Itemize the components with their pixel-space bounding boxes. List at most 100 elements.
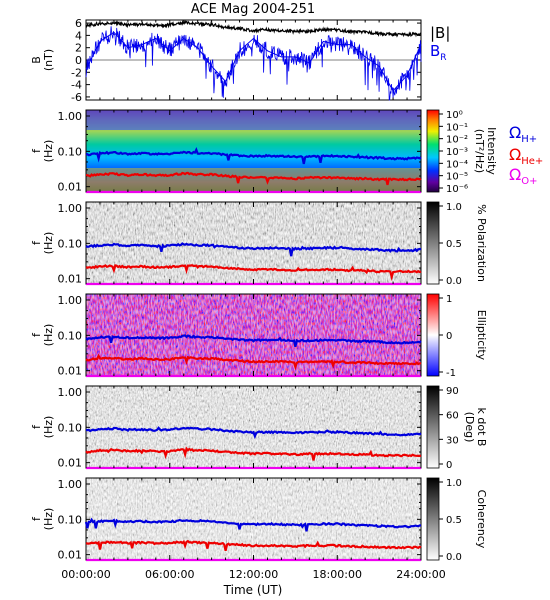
coherency-colorbar-tick-label: 1.0 <box>446 478 462 489</box>
kdotb-colorbar-tick-label: 60 <box>446 411 459 422</box>
kdotb-y-tick-label: 0.01 <box>58 457 83 470</box>
kdotb-y-tick-label: 1.00 <box>58 386 83 399</box>
intensity-y-tick-label: 0.10 <box>58 145 83 158</box>
intensity-colorbar-tick-label: 10⁰ <box>446 110 463 121</box>
gyro-line-h-plus <box>85 242 422 257</box>
legend-h-plus-label: Ω <box>509 123 521 142</box>
coherency-y-tick-label: 1.00 <box>58 478 83 491</box>
intensity-y-tick-label: 1.00 <box>58 110 83 123</box>
field-y-tick-label: 6 <box>75 17 82 30</box>
intensity-colorbar-tick-label: 10⁻⁵ <box>446 172 468 183</box>
field-y-tick-label: 0 <box>75 54 82 67</box>
gyro-line-he-plus <box>85 446 422 461</box>
ellipticity-ylabel-unit: (Hz) <box>42 324 55 347</box>
polarization-colorbar-tick-label: 0.0 <box>446 276 462 287</box>
legend-o-plus: ΩO+ <box>509 165 537 187</box>
ellipticity-colorbar <box>426 293 440 377</box>
coherency-colorbar <box>426 477 440 561</box>
field-y-tick-label: -4 <box>71 79 82 92</box>
kdotb-colorbar <box>426 385 440 469</box>
polarization-colorbar-tick-label: 1.0 <box>446 202 462 213</box>
legend-h-plus: ΩH+ <box>509 123 537 145</box>
intensity-colorbar-tick-label: 10⁻³ <box>446 147 468 158</box>
field-ylabel: B(nT) <box>30 49 55 71</box>
intensity-colorbar-label: Intensity(nT²/Hz) <box>473 127 498 175</box>
coherency-panel: Coherency <box>85 477 488 561</box>
polarization-ylabel-unit: (Hz) <box>42 232 55 255</box>
intensity-colorbar-tick-label: 10⁻¹ <box>446 122 468 133</box>
intensity-colorbar <box>426 109 440 193</box>
legend-magnitude: |B| <box>430 24 450 42</box>
intensity-colorbar-tick-label: 10⁻² <box>446 135 468 146</box>
x-tick-label: 24:00:00 <box>396 568 445 581</box>
legend-radial-subscript: R <box>440 53 446 63</box>
legend-o-plus-label: Ω <box>509 165 521 184</box>
coherency-ylabel-variable: f <box>30 516 43 521</box>
kdotb-spectrogram <box>86 386 421 468</box>
intensity-ylabel-unit: (Hz) <box>42 140 55 163</box>
polarization-ylabel: f(Hz) <box>30 232 55 255</box>
figure-title: ACE Mag 2004-251 <box>191 2 315 17</box>
kdotb-ylabel: f(Hz) <box>30 416 55 439</box>
intensity-colorbar-tick-label: 10⁻⁶ <box>446 184 468 195</box>
series-line-magnitude <box>85 19 422 38</box>
ellipticity-colorbar-label: Ellipticity <box>475 310 488 361</box>
kdotb-ylabel-unit: (Hz) <box>42 416 55 439</box>
field-y-tick-label: -6 <box>71 91 82 104</box>
polarization-colorbar-label: % Polarization <box>475 204 488 282</box>
gyro-line-he-plus <box>86 171 422 186</box>
coherency-colorbar-label: Coherency <box>475 490 488 549</box>
x-tick-label: 12:00:00 <box>229 568 278 581</box>
x-tick-label: 06:00:00 <box>145 568 194 581</box>
field-y-tick-label: 2 <box>75 42 82 55</box>
gyro-line-h-plus <box>85 334 422 347</box>
intensity-ylabel: f(Hz) <box>30 140 55 163</box>
gyro-line-h-plus <box>84 517 422 532</box>
polarization-colorbar-tick-label: 0.5 <box>446 239 462 250</box>
ellipticity-colorbar-tick-label: 1 <box>446 294 452 305</box>
legend-he-plus-subscript: He+ <box>521 156 543 167</box>
polarization-y-tick-label: 0.01 <box>58 273 83 286</box>
polarization-colorbar <box>426 201 440 285</box>
legend-radial-label: B <box>430 42 440 60</box>
legend-he-plus-label: Ω <box>509 145 521 164</box>
polarization-y-tick-label: 1.00 <box>58 202 83 215</box>
kdotb-y-tick-label: 0.10 <box>58 421 83 434</box>
ellipticity-y-tick-label: 0.01 <box>58 365 83 378</box>
ellipticity-panel: Ellipticity <box>85 293 488 377</box>
coherency-y-tick-label: 0.10 <box>58 513 83 526</box>
intensity-colorbar-tick-label: 10⁻⁴ <box>446 159 468 170</box>
ellipticity-ylabel: f(Hz) <box>30 324 55 347</box>
gyro-line-h-plus <box>85 147 422 165</box>
kdotb-colorbar-tick-label: 30 <box>446 435 459 446</box>
ellipticity-y-tick-label: 0.10 <box>58 329 83 342</box>
gyro-line-h-plus <box>85 426 422 440</box>
field-y-tick-label: -2 <box>71 66 82 79</box>
coherency-colorbar-tick-label: 0.0 <box>446 552 462 563</box>
ellipticity-colorbar-tick-label: -1 <box>446 368 456 379</box>
coherency-y-tick-label: 0.01 <box>58 549 83 562</box>
intensity-panel: Intensity(nT²/Hz) ΩH+ ΩHe+ ΩO+ <box>85 109 543 193</box>
kdotb-colorbar-tick-label: 0 <box>446 460 452 471</box>
kdotb-panel: k dot B(Deg) <box>85 385 488 469</box>
legend-radial: BR <box>430 42 447 63</box>
kdotb-colorbar-label: k dot B(Deg) <box>463 408 488 447</box>
polarization-ylabel-variable: f <box>30 240 43 245</box>
intensity-y-tick-label: 0.01 <box>58 181 83 194</box>
gyro-line-he-plus <box>85 353 422 371</box>
coherency-ylabel: f(Hz) <box>30 508 55 531</box>
x-axis-label: Time (UT) <box>223 583 283 597</box>
gyro-line-he-plus <box>85 539 422 552</box>
field-y-tick-label: 4 <box>75 29 82 42</box>
coherency-colorbar-tick-label: 0.5 <box>446 515 462 526</box>
polarization-panel: % Polarization <box>85 201 488 285</box>
legend-he-plus: ΩHe+ <box>509 145 543 167</box>
legend-h-plus-subscript: H+ <box>521 134 537 145</box>
coherency-ylabel-unit: (Hz) <box>42 508 55 531</box>
legend-o-plus-subscript: O+ <box>521 176 537 187</box>
series-line-radial-variations <box>85 26 422 101</box>
gyro-line-he-plus <box>85 264 422 282</box>
